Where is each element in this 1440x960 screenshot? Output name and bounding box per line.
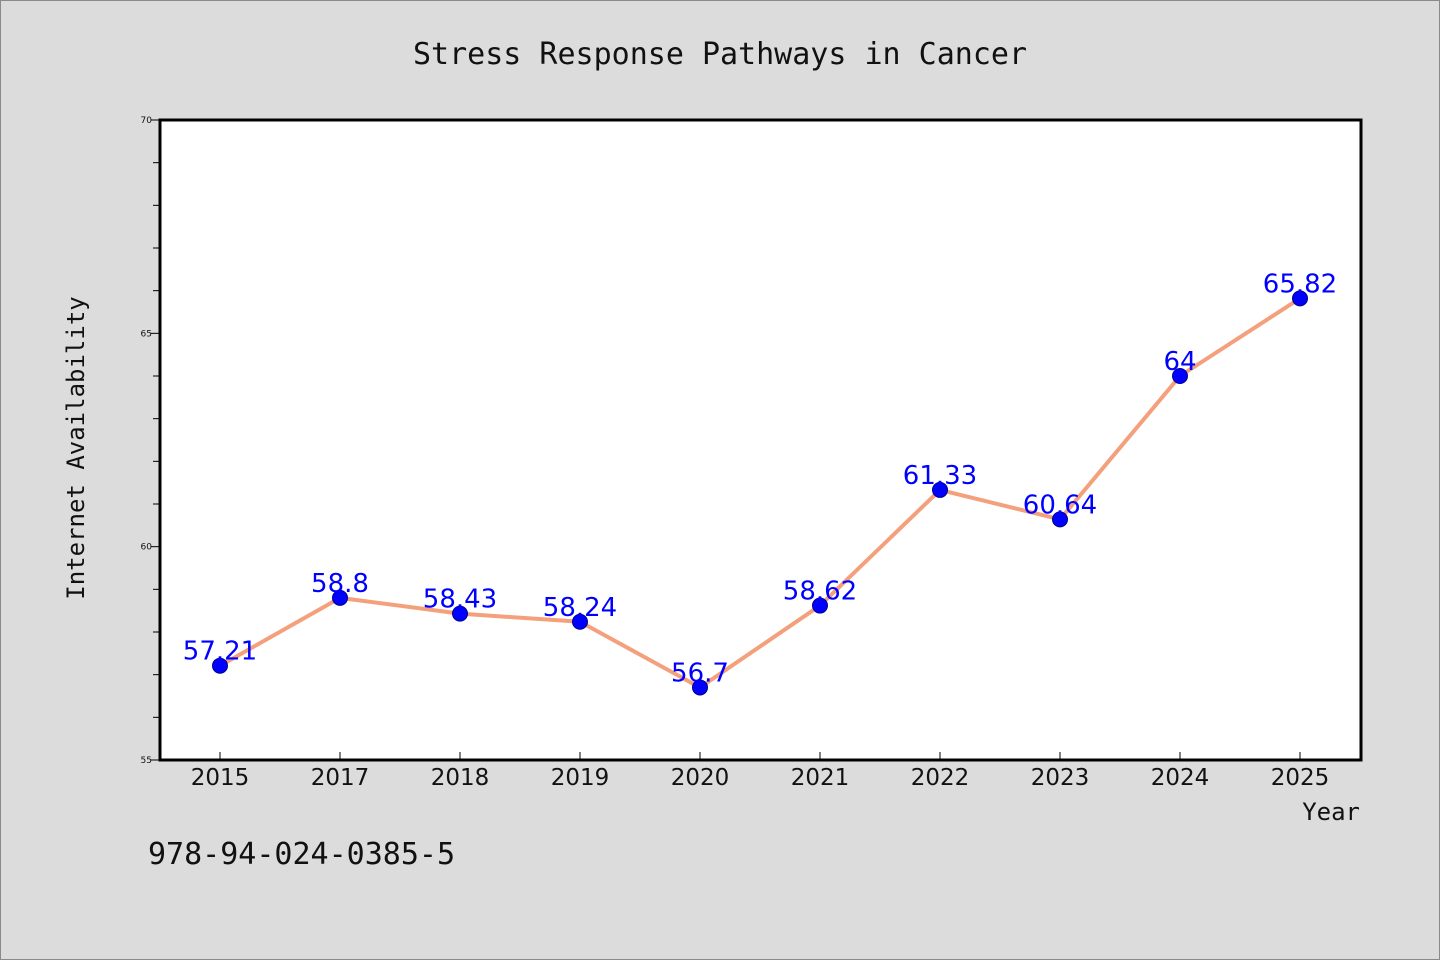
data-label: 60.64: [1023, 490, 1097, 520]
y-tick-label: 55: [141, 756, 152, 766]
x-tick-label: 2015: [191, 765, 250, 791]
series-markers: [212, 290, 1308, 696]
x-tick-label: 2025: [1271, 765, 1330, 791]
data-label: 56.7: [671, 658, 729, 688]
data-point: [332, 589, 348, 606]
y-axis: 55 60 65 70: [141, 116, 159, 766]
data-point: [1052, 511, 1068, 528]
chart-title: Stress Response Pathways in Cancer: [413, 37, 1027, 72]
x-tick-label: 2024: [1151, 765, 1210, 791]
data-point: [692, 679, 708, 696]
data-point: [212, 657, 228, 674]
y-tick-label: 65: [141, 329, 152, 339]
data-labels: 57.21 58.8 58.43 58.24 56.7 58.62 61.33 60.64 64…: [183, 269, 1337, 688]
x-tick-label: 2021: [791, 765, 850, 791]
x-tick-label: 2019: [551, 765, 610, 791]
x-tick-label: 2022: [911, 765, 970, 791]
data-point: [572, 613, 588, 630]
x-tick-label: 2018: [431, 765, 490, 791]
x-tick-label: 2020: [671, 765, 730, 791]
data-label: 58.8: [311, 569, 369, 599]
data-label: 64: [1163, 347, 1196, 377]
x-axis-label: Year: [1302, 798, 1360, 826]
y-axis-label: Internet Availability: [62, 296, 90, 599]
data-label: 58.43: [423, 585, 497, 615]
plot-area: [158, 118, 1363, 762]
data-label: 61.33: [903, 461, 977, 491]
data-point: [932, 481, 948, 498]
x-tick-label: 2017: [311, 765, 370, 791]
y-tick-label: 70: [141, 116, 153, 126]
series-line: [219, 296, 1302, 690]
data-label: 58.62: [783, 577, 857, 607]
data-point: [452, 605, 468, 622]
data-label: 58.24: [543, 593, 617, 623]
y-tick-label: 60: [141, 543, 153, 553]
data-point: [812, 597, 828, 614]
data-point: [1172, 368, 1188, 384]
isbn-annotation: 978-94-024-0385-5: [148, 837, 455, 872]
x-axis: 2015 2017 2018 2019 2020 2021 2022 2023 2024 2025: [191, 752, 1330, 791]
data-point: [1292, 290, 1308, 307]
data-label: 57.21: [183, 637, 257, 667]
data-label: 65.82: [1263, 269, 1337, 299]
x-tick-label: 2023: [1031, 765, 1090, 791]
